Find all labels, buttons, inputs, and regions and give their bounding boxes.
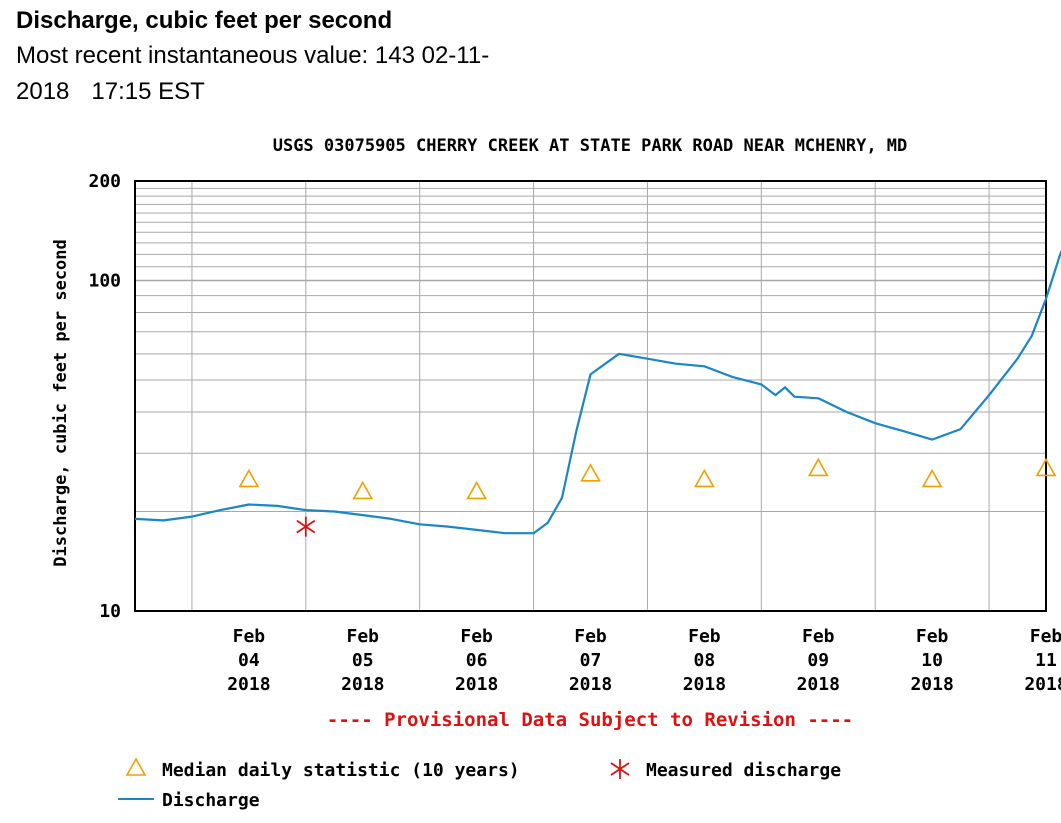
x-tick-day: 10 [921, 650, 943, 671]
recent-label: Most recent instantaneous value: [16, 42, 369, 69]
legend-measured-asterisk-icon [610, 759, 630, 779]
x-tick-day: 09 [807, 650, 829, 671]
x-tick-day: 06 [466, 650, 488, 671]
median-triangle-marker [580, 463, 601, 482]
median-triangle-marker [352, 480, 374, 500]
x-tick-year: 2018 [910, 674, 953, 695]
x-tick-month: Feb [916, 626, 949, 647]
x-tick-month: Feb [346, 626, 379, 647]
x-tick-year: 2018 [227, 674, 270, 695]
measured-markers [296, 516, 316, 537]
median-triangle-marker [807, 457, 829, 477]
recent-date-b: 2018 [16, 78, 70, 105]
x-tick-month: Feb [574, 626, 607, 647]
median-triangle-marker [694, 468, 715, 488]
median-markers [238, 457, 1057, 500]
x-tick-year: 2018 [683, 674, 726, 695]
x-tick-year: 2018 [455, 674, 498, 695]
y-tick-label: 100 [88, 270, 121, 291]
y-axis-label: Discharge, cubic feet per second [51, 239, 71, 567]
y-tick-label: 10 [99, 601, 121, 622]
plot-frame [134, 180, 1047, 612]
median-triangle-marker [1035, 457, 1057, 477]
x-axis: Feb 04 2018 Feb 05 2018 Feb 06 2018 Feb 07 2018 Feb 0… [227, 626, 1061, 695]
legend: Median daily statistic (10 years) Measur… [118, 757, 841, 811]
legend-median-triangle-icon [125, 757, 147, 776]
provisional-note: ---- Provisional Data Subject to Revisio… [327, 709, 853, 731]
median-triangle-marker [921, 468, 943, 488]
x-tick-month: Feb [460, 626, 493, 647]
recent-value-line: Most recent instantaneous value: 143 02-… [16, 38, 636, 74]
measured-asterisk-marker [296, 516, 316, 537]
legend-median-label: Median daily statistic (10 years) [162, 760, 520, 781]
discharge-series-line [134, 249, 1061, 535]
chart-title: USGS 03075905 CHERRY CREEK AT STATE PARK… [273, 136, 908, 156]
recent-value: 143 [374, 42, 415, 69]
recent-time: 17:15 EST [91, 78, 205, 105]
x-tick-day: 08 [694, 650, 716, 671]
y-tick-label: 200 [88, 171, 121, 192]
x-tick-month: Feb [802, 626, 835, 647]
legend-measured-label: Measured discharge [646, 760, 841, 781]
chart-grid [135, 181, 1046, 611]
x-tick-day: 07 [580, 650, 602, 671]
x-tick-year: 2018 [797, 674, 840, 695]
x-tick-month: Feb [233, 626, 266, 647]
x-tick-day: 05 [352, 650, 374, 671]
page-title: Discharge, cubic feet per second [16, 7, 393, 34]
recent-date-a: 02-11- [421, 42, 490, 69]
asterisk-stroke [296, 519, 316, 534]
median-triangle-marker [238, 468, 260, 488]
x-tick-year: 2018 [341, 674, 384, 695]
y-axis: 10 100 200 [88, 171, 121, 622]
x-tick-year: 2018 [569, 674, 612, 695]
x-tick-day: 04 [238, 650, 260, 671]
legend-discharge-label: Discharge [162, 790, 260, 811]
x-tick-day: 11 [1035, 650, 1057, 671]
recent-date-line: 2018 17:15 EST [16, 74, 636, 110]
x-tick-month: Feb [1030, 626, 1061, 647]
median-triangle-marker [466, 480, 487, 500]
x-tick-month: Feb [688, 626, 721, 647]
x-tick-year: 2018 [1024, 674, 1061, 695]
page-header: Discharge, cubic feet per second Most re… [16, 4, 636, 110]
